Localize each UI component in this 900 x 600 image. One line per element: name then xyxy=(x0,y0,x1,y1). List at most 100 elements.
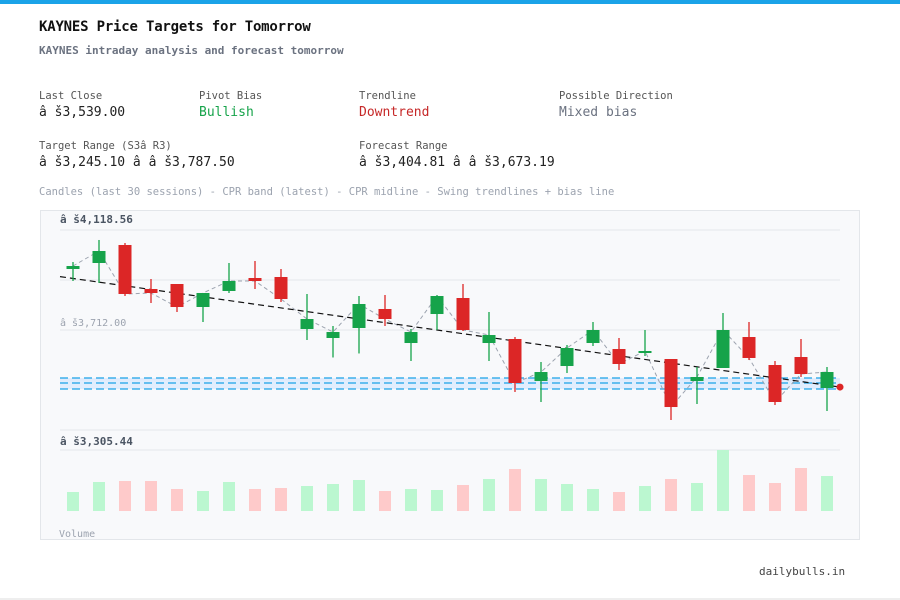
candle-body xyxy=(690,377,704,382)
candle-body xyxy=(92,250,106,263)
volume-bar xyxy=(457,485,469,511)
volume-bar xyxy=(535,479,547,511)
volume-bar xyxy=(119,481,131,511)
volume-bar xyxy=(561,484,573,511)
chart-legend-text: Candles (last 30 sessions) - CPR band (l… xyxy=(39,186,615,198)
candle xyxy=(716,313,730,369)
volume-bar xyxy=(431,490,443,511)
candle xyxy=(456,284,470,332)
candle-body xyxy=(768,365,782,402)
candle xyxy=(326,325,340,358)
volume-bar xyxy=(691,483,703,511)
candle-body xyxy=(560,348,574,367)
volume-bar xyxy=(223,482,235,511)
volume-bar xyxy=(509,469,521,511)
volume-bar xyxy=(171,489,183,511)
volume-bar xyxy=(769,483,781,511)
y-tick-label-top: â š4,118.56 xyxy=(60,213,133,226)
candle xyxy=(560,345,574,374)
stat-direction: Possible Direction Mixed bias xyxy=(559,90,673,120)
candle-body xyxy=(638,351,652,354)
candle-body xyxy=(508,339,522,384)
stat-label: Possible Direction xyxy=(559,90,673,102)
top-accent-bar xyxy=(0,0,900,4)
volume-bar xyxy=(275,488,287,511)
candle-body xyxy=(820,372,834,388)
volume-bar xyxy=(665,479,677,511)
candle xyxy=(118,243,132,297)
candle xyxy=(92,239,106,283)
candle-body xyxy=(404,332,418,344)
candle xyxy=(664,358,678,420)
candle xyxy=(66,261,80,282)
volume-bar xyxy=(353,480,365,511)
volume-bar xyxy=(613,492,625,511)
volume-bar xyxy=(639,486,651,511)
stat-label: Target Range (S3â R3) xyxy=(39,140,172,152)
candle-body xyxy=(66,265,80,270)
candle-body xyxy=(612,349,626,364)
candle xyxy=(274,269,288,303)
candle xyxy=(794,339,808,378)
stat-forecast-range: Forecast Range â š3,404.81 â â š3,673.19 xyxy=(359,140,555,170)
candle-body xyxy=(378,308,392,320)
candle-body xyxy=(664,358,678,408)
candle-body xyxy=(248,278,262,282)
candle-body xyxy=(170,284,184,308)
volume-bar xyxy=(197,491,209,511)
volume-label: Volume xyxy=(59,529,95,540)
candle-body xyxy=(222,281,236,291)
swing-line xyxy=(72,250,828,408)
candle xyxy=(768,361,782,406)
stat-value: â š3,245.10 â â š3,787.50 xyxy=(39,155,235,170)
candle xyxy=(638,330,652,356)
stat-value: â š3,539.00 xyxy=(39,105,126,120)
candle xyxy=(248,261,262,289)
page-subtitle: KAYNES intraday analysis and forecast to… xyxy=(39,44,344,57)
candle-body xyxy=(352,304,366,329)
candle xyxy=(612,337,626,370)
candle xyxy=(586,322,600,347)
volume-bar xyxy=(301,486,313,511)
stat-trendline: Trendline Downtrend xyxy=(359,90,429,120)
page-title: KAYNES Price Targets for Tomorrow xyxy=(39,19,311,35)
volume-bar xyxy=(67,492,79,511)
candle-body xyxy=(482,335,496,344)
stat-label: Trendline xyxy=(359,90,416,102)
candle-body xyxy=(534,372,548,382)
candle xyxy=(144,278,158,303)
candle xyxy=(300,293,314,341)
candle xyxy=(482,311,496,361)
chart-panel: â š4,118.56 â š3,712.00 â š3,305.44 Volu… xyxy=(40,210,860,540)
stat-label: Last Close xyxy=(39,90,103,102)
bias-trendline xyxy=(59,276,841,388)
candle-body xyxy=(742,337,756,358)
candle-body xyxy=(144,288,158,294)
stat-label: Pivot Bias xyxy=(199,90,263,102)
candle-body xyxy=(716,330,730,369)
volume-bar xyxy=(743,475,755,511)
candle xyxy=(222,262,236,294)
candle-body xyxy=(456,297,470,330)
stat-value: â š3,404.81 â â š3,673.19 xyxy=(359,155,555,170)
candle-body xyxy=(300,319,314,329)
candle xyxy=(508,337,522,392)
candle-body xyxy=(274,276,288,300)
volume-bar xyxy=(145,481,157,511)
footer-site-link[interactable]: dailybulls.in xyxy=(759,565,846,578)
volume-bar xyxy=(483,479,495,511)
volume-bar xyxy=(821,476,833,511)
candle-body xyxy=(118,244,132,294)
candle-body xyxy=(794,357,808,375)
candle xyxy=(170,284,184,312)
candle-body xyxy=(430,296,444,315)
volume-bar xyxy=(327,484,339,511)
candle xyxy=(378,294,392,326)
candle-body xyxy=(326,332,340,338)
stat-value: Bullish xyxy=(199,105,254,120)
volume-bar xyxy=(249,489,261,511)
candle xyxy=(196,293,210,323)
bias-endpoint-marker xyxy=(836,383,844,391)
volume-bar xyxy=(795,468,807,511)
volume-bar xyxy=(717,450,729,511)
